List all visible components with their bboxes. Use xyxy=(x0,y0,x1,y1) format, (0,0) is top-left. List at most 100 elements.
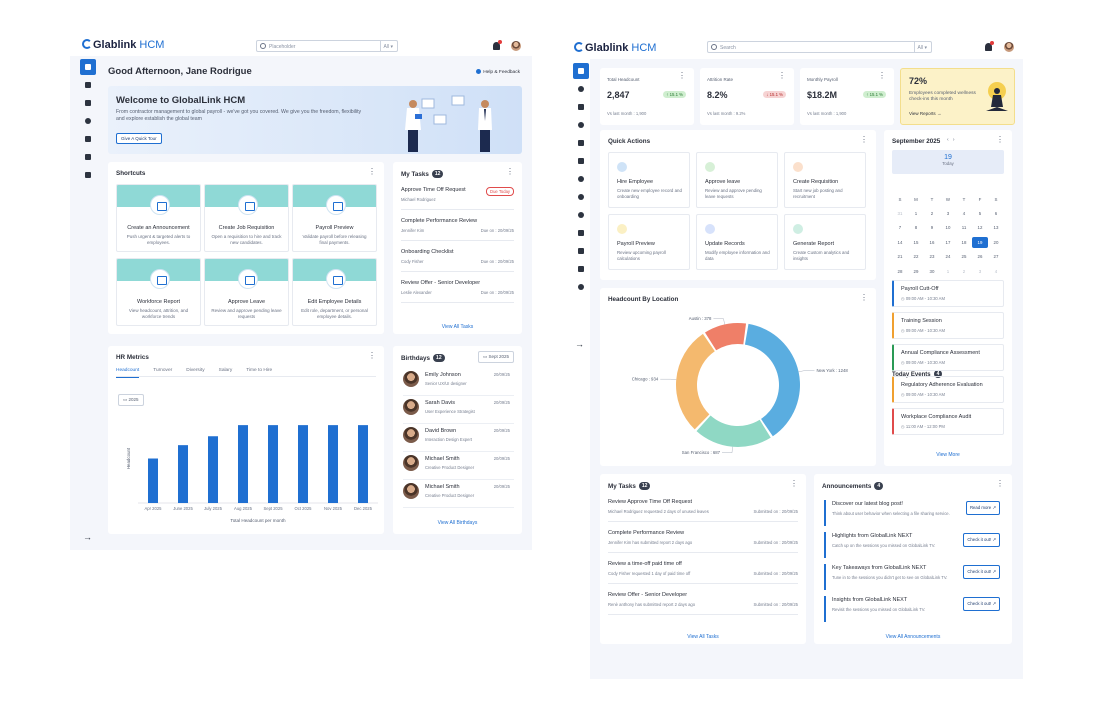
tab-time-to-hire[interactable]: Time to Hire xyxy=(246,368,273,373)
birthday-item[interactable]: Michael Smith Creative Product Designer 20… xyxy=(403,480,514,508)
more-options-icon[interactable]: ⋮ xyxy=(790,479,798,488)
expand-sidebar-arrow-icon[interactable]: → xyxy=(575,339,584,349)
calendar-day[interactable]: 15 xyxy=(913,239,919,245)
expand-sidebar-arrow-icon[interactable]: → xyxy=(83,532,92,542)
avatar[interactable] xyxy=(1004,42,1014,52)
calendar-day[interactable]: 8 xyxy=(914,225,918,231)
sidebar-item-team[interactable] xyxy=(573,99,589,115)
sidebar-item-home[interactable] xyxy=(573,63,589,79)
shortcut-card[interactable]: Create an Announcement Push urgent & targ… xyxy=(116,184,201,252)
quick-action[interactable]: Create Requisition Start new job posting … xyxy=(784,152,866,208)
more-options-icon[interactable]: ⋮ xyxy=(860,293,868,302)
search-input[interactable]: Search All ▾ xyxy=(707,41,932,53)
view-more-events-link[interactable]: View More xyxy=(936,452,960,458)
sidebar-item-settings[interactable] xyxy=(573,279,589,295)
logo[interactable]: Glablink HCM xyxy=(574,42,656,54)
sidebar-item-help[interactable] xyxy=(573,243,589,259)
shortcut-card[interactable]: Create Job Requisition Open a requisition… xyxy=(204,184,289,252)
announcement-button[interactable]: Check it out! ↗ xyxy=(963,565,1000,579)
calendar-day[interactable]: 12 xyxy=(977,225,983,231)
search-scope-select[interactable]: All ▾ xyxy=(379,41,397,51)
view-all-tasks-link[interactable]: View All Tasks xyxy=(441,324,474,330)
birthday-item[interactable]: David Brown Interaction Design Expert 20/0… xyxy=(403,424,514,452)
calendar-day[interactable]: 5 xyxy=(978,211,982,217)
tab-headcount[interactable]: Headcount xyxy=(116,368,140,378)
calendar-day[interactable]: 28 xyxy=(897,268,903,274)
quick-action[interactable]: Payroll Preview Review upcoming payroll c… xyxy=(608,214,690,270)
task-item[interactable]: Approve Time Off Request Michael Rodrigue… xyxy=(401,184,514,210)
calendar-day[interactable]: 11 xyxy=(961,225,967,231)
task-item[interactable]: Onboarding Checklist Cody Fisher Due on : … xyxy=(401,246,514,272)
sidebar-item-calendar[interactable] xyxy=(80,131,96,147)
calendar-day[interactable]: 21 xyxy=(897,254,903,260)
event-item[interactable]: Training Session ◷ 09:00 AM - 10:30 AM xyxy=(892,312,1004,339)
sidebar-item-goals[interactable] xyxy=(573,171,589,187)
calendar-day[interactable]: 22 xyxy=(913,254,919,260)
view-all-birthdays-link[interactable]: View All Birthdays xyxy=(437,520,478,526)
calendar-nav[interactable]: ‹ › xyxy=(947,137,955,143)
sidebar-item-home[interactable] xyxy=(80,59,96,75)
calendar-day[interactable]: 23 xyxy=(929,254,935,260)
quick-action[interactable]: Update Records Modify employee informatio… xyxy=(696,214,778,270)
logo[interactable]: Glablink HCM xyxy=(82,39,164,51)
calendar-day[interactable]: 14 xyxy=(897,239,903,245)
calendar-day[interactable]: 2 xyxy=(930,211,934,217)
sidebar-item-profile[interactable] xyxy=(573,81,589,97)
calendar-day[interactable]: 24 xyxy=(945,254,951,260)
announcement-item[interactable]: Highlights from GlobalLink NEXT Catch up … xyxy=(824,532,1002,558)
next-month-icon[interactable]: › xyxy=(952,137,955,143)
sidebar-item-docs[interactable] xyxy=(573,153,589,169)
more-options-icon[interactable]: ⋮ xyxy=(678,71,686,80)
sidebar-item-payroll[interactable] xyxy=(80,95,96,111)
calendar-day[interactable]: 4 xyxy=(962,211,966,217)
tab-turnover[interactable]: Turnover xyxy=(153,368,173,373)
quick-tour-button[interactable]: Give A Quick Tour xyxy=(116,133,162,144)
month-picker[interactable]: ▭ Sept 2025 xyxy=(477,351,514,363)
tab-salary[interactable]: Salary xyxy=(218,368,233,373)
shortcut-card[interactable]: Workforce Report View headcount, attritio… xyxy=(116,258,201,326)
announcement-button[interactable]: Check it out! ↗ xyxy=(963,533,1000,547)
task-item[interactable]: Review Offer - Senior Developer Renè anth… xyxy=(608,589,798,615)
calendar-day[interactable]: 2 xyxy=(962,268,966,274)
task-item[interactable]: Review a time-off paid time off Cody Fish… xyxy=(608,558,798,584)
calendar-day[interactable]: 16 xyxy=(929,239,935,245)
birthday-item[interactable]: Michael Smith Creative Product Designer 20… xyxy=(403,452,514,480)
shortcut-card[interactable]: Edit Employee Details Edit role, departme… xyxy=(292,258,377,326)
calendar-day[interactable]: 13 xyxy=(993,225,999,231)
announcement-item[interactable]: Insights from GlobalLink NEXT Revisit the… xyxy=(824,596,1002,622)
sidebar-item-reports[interactable] xyxy=(80,167,96,183)
sidebar-item-time[interactable] xyxy=(573,207,589,223)
calendar-day[interactable]: 27 xyxy=(993,254,999,260)
sidebar-item-wellness[interactable] xyxy=(573,117,589,133)
task-item[interactable]: Review Approve Time Off Request Michael R… xyxy=(608,496,798,522)
announcement-item[interactable]: Key Takeaways from GlobalLink NEXT Tune i… xyxy=(824,564,1002,590)
sidebar-item-users[interactable] xyxy=(80,149,96,165)
today-box[interactable]: 19 Today xyxy=(892,150,1004,174)
year-picker[interactable]: ▭ 2025 xyxy=(118,394,144,406)
calendar-day[interactable]: 3 xyxy=(978,268,982,274)
calendar-day[interactable]: 10 xyxy=(945,225,951,231)
calendar-day[interactable]: 18 xyxy=(961,239,967,245)
calendar-day[interactable]: 25 xyxy=(961,254,967,260)
calendar-day[interactable]: 31 xyxy=(897,211,903,217)
tab-diversity[interactable]: Diversity xyxy=(186,368,205,373)
more-options-icon[interactable]: ⋮ xyxy=(878,71,886,80)
task-item[interactable]: Review Offer - Senior Developer Leslie Al… xyxy=(401,277,514,303)
sidebar-item-people[interactable] xyxy=(80,77,96,93)
calendar-day[interactable]: 1 xyxy=(914,211,918,217)
calendar-day[interactable]: 26 xyxy=(977,254,983,260)
quick-action[interactable]: Hire Employee Create new employee record … xyxy=(608,152,690,208)
event-item[interactable]: Workplace Compliance Audit ◷ 11:00 AM - 1… xyxy=(892,408,1004,435)
calendar-day[interactable]: 4 xyxy=(994,268,998,274)
prev-month-icon[interactable]: ‹ xyxy=(947,137,949,143)
task-item[interactable]: Complete Performance Review Jennifer Kim … xyxy=(608,527,798,553)
view-reports-link[interactable]: View Reports → xyxy=(909,111,942,116)
announcement-button[interactable]: Check it out! ↗ xyxy=(963,597,1000,611)
more-options-icon[interactable]: ⋮ xyxy=(860,135,868,144)
quick-action[interactable]: Generate Report Create Custom analytics a… xyxy=(784,214,866,270)
sidebar-item-gallery[interactable] xyxy=(573,225,589,241)
sidebar-item-security[interactable] xyxy=(573,261,589,277)
calendar-day[interactable]: 7 xyxy=(898,225,902,231)
help-feedback-link[interactable]: Help & Feedback xyxy=(476,69,520,75)
view-all-announcements-link[interactable]: View All Announcements xyxy=(885,634,941,640)
